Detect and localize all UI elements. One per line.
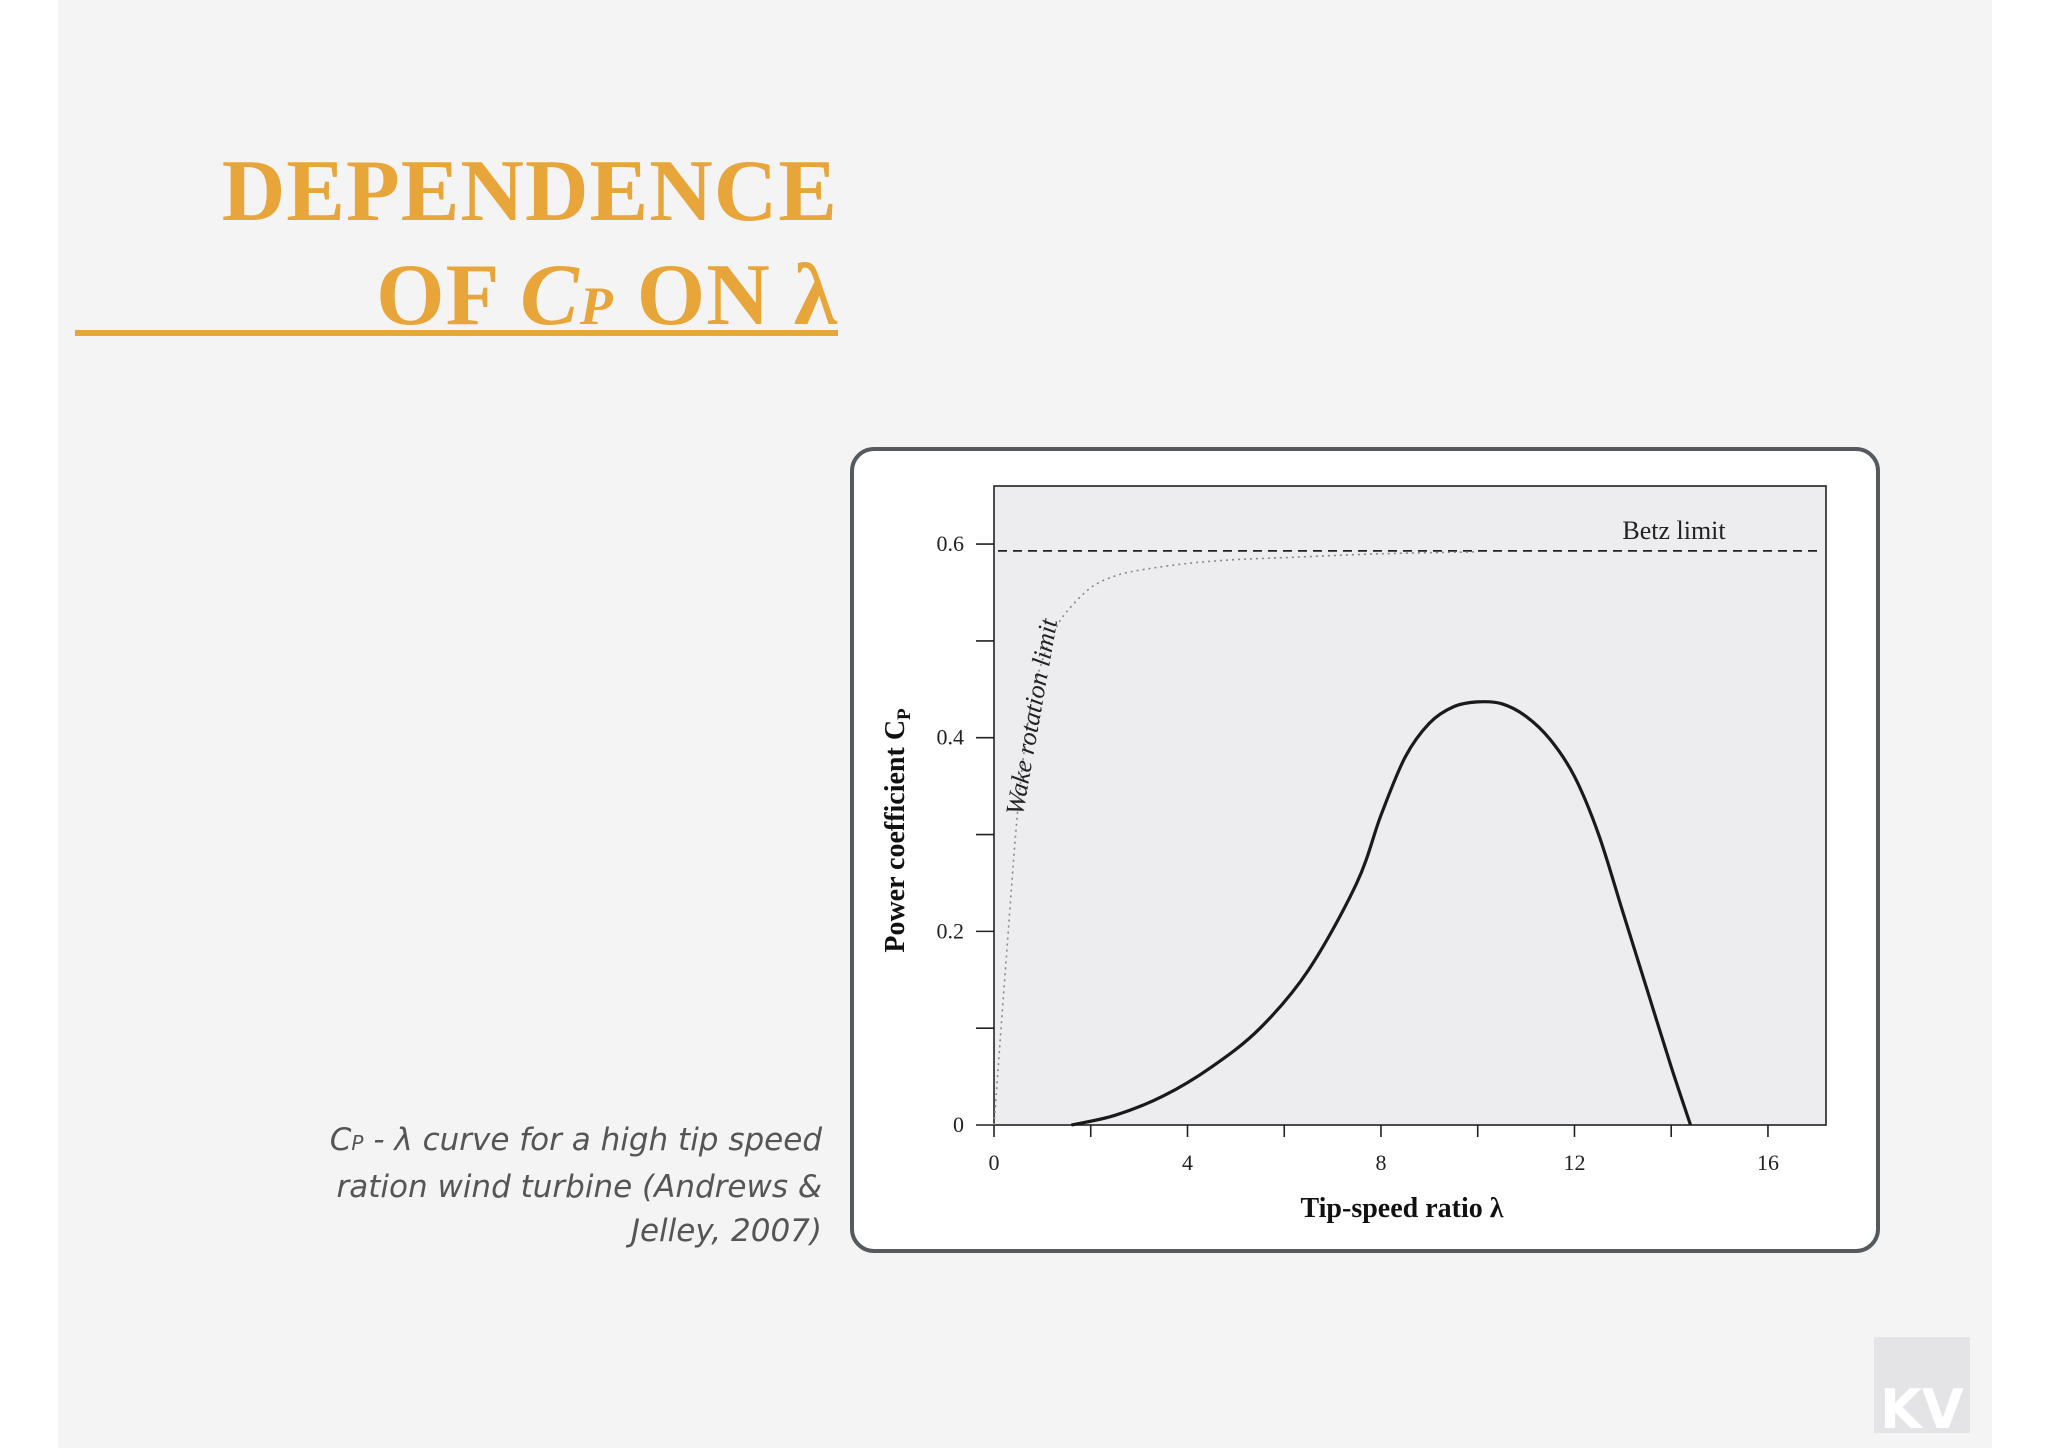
y-axis-label-text: Power coefficient C — [880, 720, 911, 953]
y-tick-label: 0 — [953, 1112, 964, 1137]
slide-title: DEPENDENCE OF CP ON λ — [222, 140, 838, 358]
title-subscript: P — [579, 276, 614, 336]
y-axis-label: Power coefficient CP — [880, 708, 915, 953]
logo-text: KV — [1880, 1378, 1964, 1441]
caption-subscript: P — [351, 1131, 364, 1155]
title-prefix: OF — [376, 247, 521, 344]
x-tick-label: 12 — [1563, 1150, 1585, 1175]
cp-lambda-chart: 0 4 8 12 16 0 0.2 0.4 0.6 Tip-speed ratio λ Power … — [880, 485, 1827, 1224]
title-symbol: C — [520, 247, 580, 344]
y-tick-label: 0.6 — [937, 531, 965, 556]
x-tick-label: 16 — [1757, 1150, 1779, 1175]
plot-area — [993, 485, 1827, 1126]
caption-text: - λ curve for a high tip speed ration wi… — [336, 1122, 822, 1249]
title-underline — [75, 330, 838, 336]
cp-lambda-curve — [1071, 700, 1693, 1127]
betz-limit-label: Betz limit — [1622, 516, 1726, 545]
title-suffix: ON λ — [613, 247, 838, 344]
y-tick-label: 0.4 — [937, 725, 965, 750]
kv-logo: KV — [1874, 1337, 1970, 1441]
x-axis-label: Tip-speed ratio λ — [1300, 1193, 1503, 1224]
wake-rotation-limit-curve — [993, 551, 1478, 1126]
y-axis-label-subscript: P — [894, 708, 915, 720]
x-tick-label: 4 — [1182, 1150, 1193, 1175]
caption-symbol: C — [329, 1122, 352, 1158]
y-tick-label: 0.2 — [937, 918, 965, 943]
x-tick-label: 8 — [1375, 1150, 1386, 1175]
title-line-2: OF CP ON λ — [222, 244, 838, 358]
title-line-1: DEPENDENCE — [221, 143, 838, 240]
figure-caption: CP - λ curve for a high tip speed ration… — [302, 1118, 822, 1253]
x-tick-label: 0 — [989, 1150, 1000, 1175]
chart-frame: 0 4 8 12 16 0 0.2 0.4 0.6 Tip-speed ratio λ Power … — [850, 447, 1880, 1253]
